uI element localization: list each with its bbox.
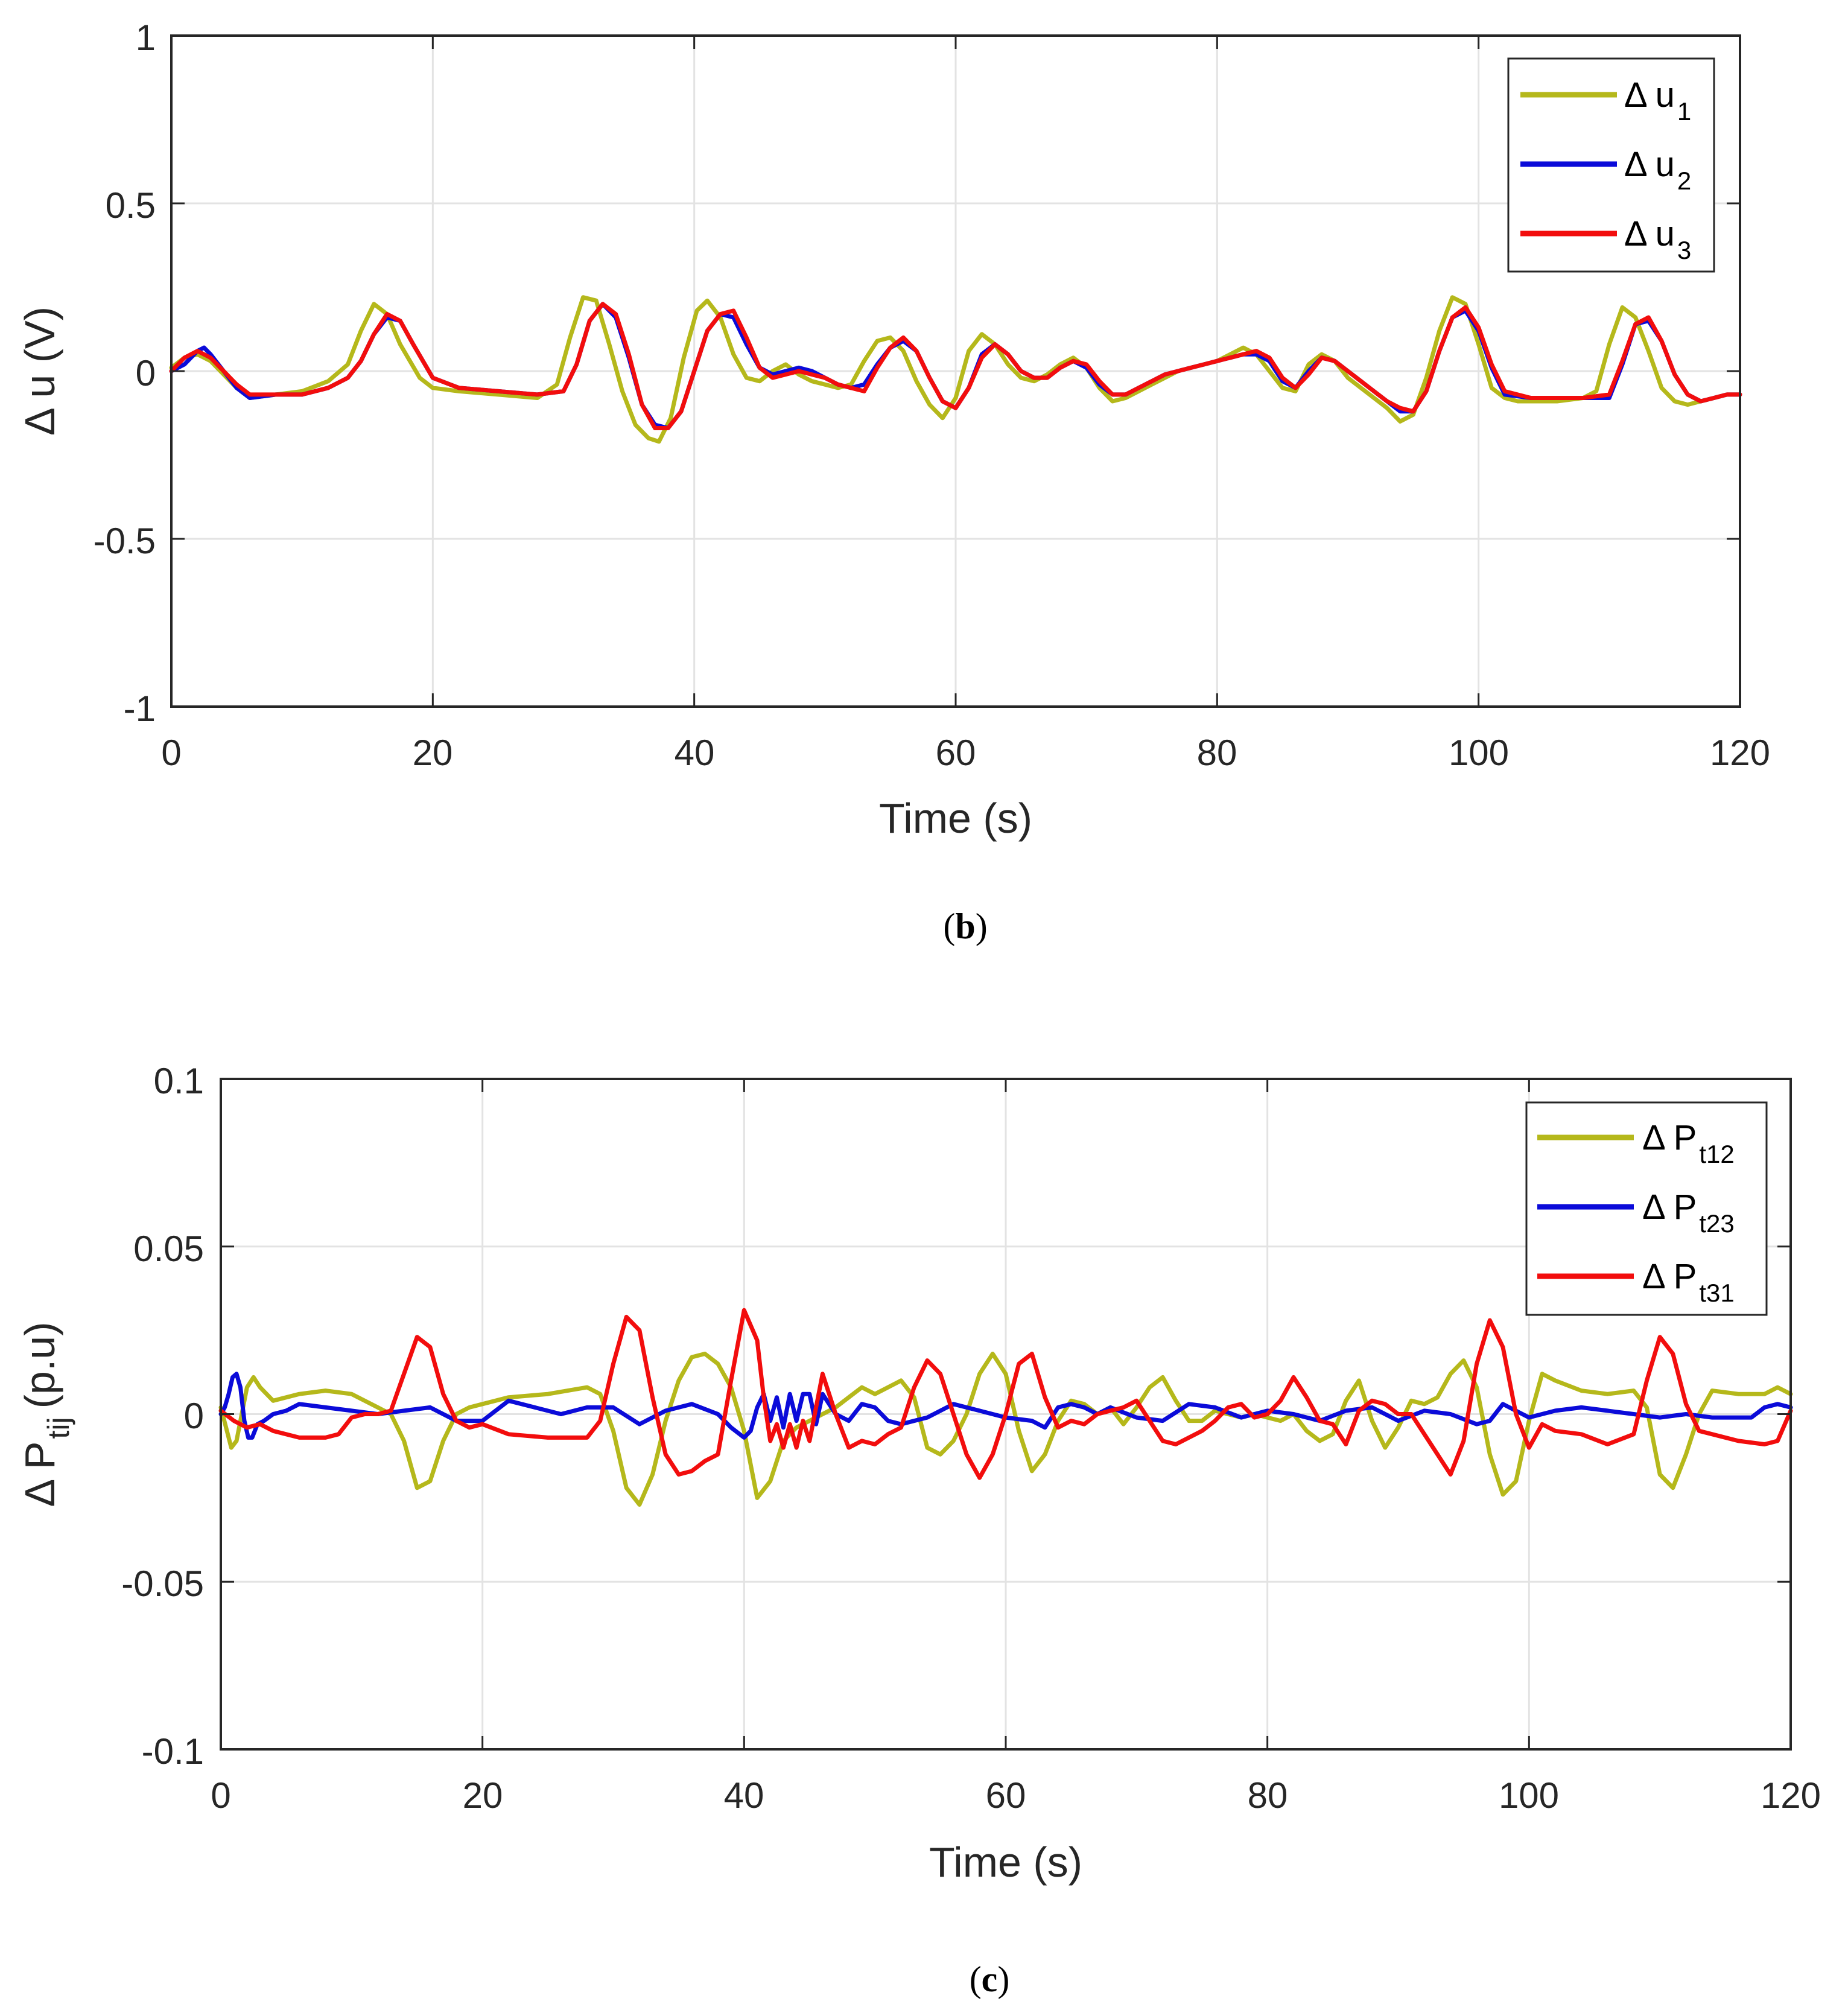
chart-c-y-axis-label-sub: tij [42,1417,75,1439]
chart-c-ytick-label: -0.1 [142,1731,204,1772]
chart-c-ticks [220,1078,1792,1751]
legend-c-label-pt31: Δ Pt31 [1642,1257,1735,1307]
chart-c-ytick-label: 0 [184,1396,204,1436]
chart-c-caption: (c) [970,1959,1010,1999]
chart-b-xtick-label: 100 [1449,733,1509,773]
chart-b-caption-letter: b [955,906,975,946]
chart-b-ytick-label: -1 [124,689,156,729]
chart-b-ytick-label: -0.5 [94,521,156,561]
chart-b-ytick-label: 0.5 [106,185,156,226]
chart-c-legend: Δ Pt12 Δ Pt23 Δ Pt31 [1525,1101,1768,1316]
chart-c-xtick-label: 0 [211,1775,230,1816]
chart-c-y-axis-label: Δ P tij (p.u) [16,1321,75,1507]
chart-b-x-axis-label: Time (s) [879,795,1032,842]
chart-b-ytick-label: 0 [136,353,156,393]
chart-c-xtick-label: 120 [1761,1775,1821,1816]
legend-b-label-u2-main: Δ u [1624,145,1675,184]
chart-c-x-axis-label: Time (s) [929,1839,1082,1886]
legend-c-label-pt23-main: Δ P [1642,1188,1697,1227]
chart-b-legend: Δ u1 Δ u2 Δ u3 [1507,57,1715,273]
chart-b-xtick-label: 0 [161,733,181,773]
chart-b-caption: (b) [943,906,987,946]
chart-c-xtick-label: 80 [1248,1775,1288,1816]
legend-b-label-u3-sub: 3 [1677,236,1691,264]
chart-c-ytick-label: 0.05 [133,1229,204,1269]
chart-c-xtick-label: 100 [1499,1775,1559,1816]
chart-b-series-line-1 [169,295,1742,444]
chart-c-series-line-3 [218,1308,1793,1480]
chart-b-voltage-deviation: 1 0.5 0 -0.5 -1 0 20 40 60 80 100 120 Ti… [16,17,1770,946]
chart-b-xtick-label: 80 [1197,733,1237,773]
legend-c-label-pt31-main: Δ P [1642,1257,1697,1296]
chart-c-xtick-label: 20 [463,1775,503,1816]
chart-b-y-axis-label: Δ u (V) [16,307,63,436]
chart-c-y-axis-label-unit: (p.u) [16,1321,63,1408]
chart-c-tie-line-power: 0.1 0.05 0 -0.05 -0.1 0 20 40 60 80 100 … [16,1061,1821,1999]
legend-c-label-pt12-main: Δ P [1642,1118,1697,1157]
legend-c-label-pt23-sub: t23 [1699,1209,1734,1238]
legend-b-label-u1-sub: 1 [1677,97,1691,126]
chart-b-ticks [170,34,1741,708]
chart-b-ytick-label: 1 [136,17,156,58]
legend-c-label-pt31-sub: t31 [1699,1279,1734,1307]
chart-b-grid [171,36,1740,707]
legend-b-label-u3: Δ u3 [1624,214,1691,264]
legend-b-label-u3-main: Δ u [1624,214,1675,253]
chart-c-xtick-label: 40 [724,1775,764,1816]
chart-c-xtick-label: 60 [986,1775,1026,1816]
legend-c-label-pt12-sub: t12 [1699,1140,1734,1168]
legend-b-label-u1-main: Δ u [1624,75,1675,115]
chart-c-series-line-2 [218,1372,1793,1440]
chart-c-ytick-label: 0.1 [154,1061,204,1101]
chart-b-series-line-3 [169,302,1742,430]
chart-b-xtick-label: 20 [413,733,453,773]
chart-b-xtick-label: 60 [936,733,976,773]
chart-c-series-group [218,1308,1793,1507]
legend-c-label-pt23: Δ Pt23 [1642,1188,1735,1238]
chart-b-series-group [169,295,1742,444]
chart-c-caption-letter: c [982,1959,998,1999]
chart-c-series-line-1 [218,1352,1793,1507]
chart-c-y-axis-label-main: Δ P [16,1442,63,1507]
chart-b-xtick-label: 40 [675,733,715,773]
legend-b-label-u2: Δ u2 [1624,145,1691,195]
legend-c-label-pt12: Δ Pt12 [1642,1118,1735,1168]
chart-b-xtick-label: 120 [1710,733,1770,773]
legend-b-label-u2-sub: 2 [1677,167,1691,195]
legend-b-label-u1: Δ u1 [1624,75,1691,126]
chart-c-ytick-label: -0.05 [121,1563,204,1604]
